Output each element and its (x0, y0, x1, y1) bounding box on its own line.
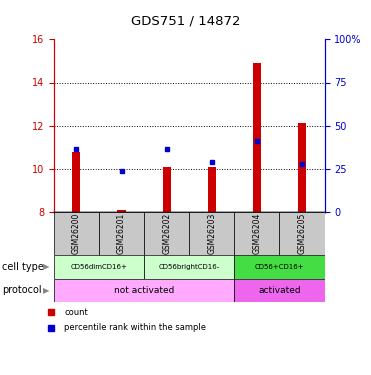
Text: activated: activated (258, 286, 301, 295)
Text: cell type: cell type (2, 262, 44, 272)
Bar (279, 212, 325, 255)
Bar (253, 63, 261, 212)
Bar (144, 255, 234, 279)
Text: count: count (65, 308, 88, 317)
Text: GSM26200: GSM26200 (72, 213, 81, 254)
Bar (234, 212, 279, 255)
Bar (144, 212, 189, 255)
Bar (54, 255, 144, 279)
Text: ▶: ▶ (43, 262, 50, 272)
Bar (72, 152, 81, 212)
Bar (162, 166, 171, 212)
Text: GSM26203: GSM26203 (207, 213, 216, 254)
Bar (99, 212, 144, 255)
Bar (234, 279, 325, 302)
Text: ▶: ▶ (43, 286, 50, 295)
Text: CD56dimCD16+: CD56dimCD16+ (70, 264, 127, 270)
Text: GSM26204: GSM26204 (252, 213, 262, 254)
Text: protocol: protocol (2, 285, 42, 296)
Text: CD56+CD16+: CD56+CD16+ (255, 264, 304, 270)
Text: percentile rank within the sample: percentile rank within the sample (65, 323, 206, 332)
Bar (118, 210, 125, 212)
Text: not activated: not activated (114, 286, 174, 295)
Text: GDS751 / 14872: GDS751 / 14872 (131, 14, 240, 27)
Bar (54, 279, 234, 302)
Bar (54, 212, 99, 255)
Text: GSM26201: GSM26201 (117, 213, 126, 254)
Bar (234, 255, 325, 279)
Bar (208, 166, 216, 212)
Bar (189, 212, 234, 255)
Bar (298, 123, 306, 212)
Text: GSM26205: GSM26205 (298, 213, 306, 254)
Text: CD56brightCD16-: CD56brightCD16- (158, 264, 220, 270)
Text: GSM26202: GSM26202 (162, 213, 171, 254)
